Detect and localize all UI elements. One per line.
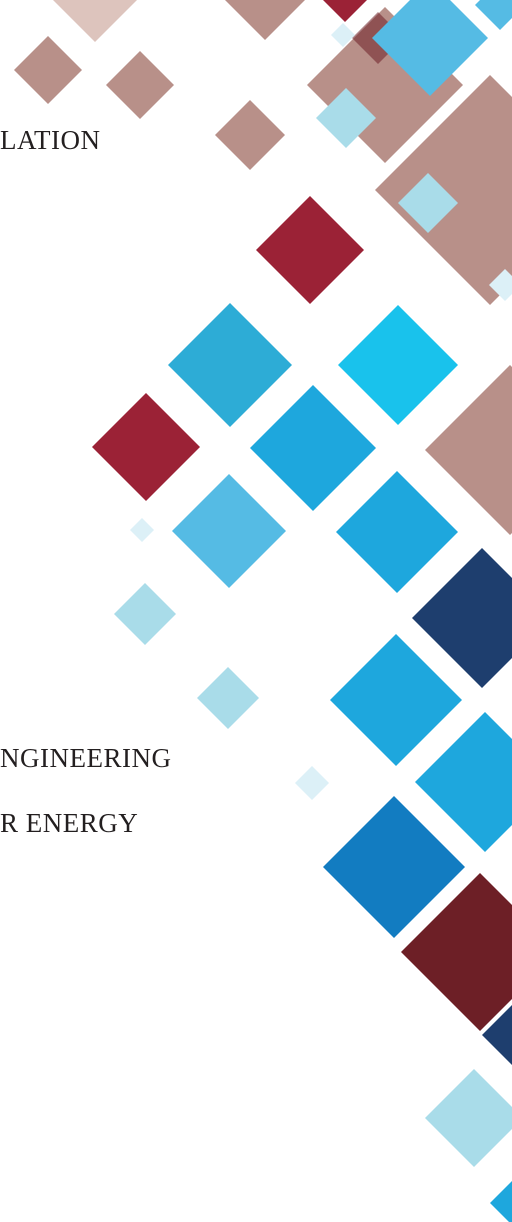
- decorative-diamond-32: [401, 873, 512, 1031]
- decorative-diamond-8: [323, 0, 367, 22]
- decorative-diamond-10: [372, 0, 488, 96]
- decorative-diamond-23: [336, 471, 458, 593]
- decorative-diamond-16: [256, 196, 364, 304]
- decorative-diamond-22: [172, 474, 286, 588]
- decorative-diamond-2: [14, 36, 82, 104]
- decorative-diamond-20: [92, 393, 200, 501]
- cover-subtitle-line-1: NGINEERING: [0, 743, 172, 773]
- decorative-diamond-12: [316, 88, 376, 148]
- decorative-diamond-33: [482, 1005, 512, 1065]
- decorative-diamond-3: [106, 51, 174, 119]
- decorative-diamond-27: [330, 634, 462, 766]
- decorative-diamond-31: [323, 796, 465, 938]
- decorative-diamond-1: [53, 0, 137, 42]
- decorative-diamond-28: [197, 667, 259, 729]
- decorative-diamond-4: [225, 0, 305, 40]
- decorative-diamond-14: [398, 173, 458, 233]
- decorative-diamond-35: [490, 1181, 512, 1222]
- decorative-diamond-34: [425, 1069, 512, 1167]
- decorative-diamond-25: [114, 583, 176, 645]
- decorative-diamond-29: [415, 712, 512, 852]
- cover-title-fragment: LATION: [0, 125, 101, 155]
- decorative-diamond-21: [250, 385, 376, 511]
- cover-subtitle-line-2: R ENERGY: [0, 808, 139, 838]
- decorative-diamond-26: [412, 548, 512, 688]
- decorative-diamond-13: [215, 100, 285, 170]
- decorative-diamond-19: [338, 305, 458, 425]
- decorative-diamond-30: [295, 766, 329, 800]
- decorative-diamond-11: [475, 0, 512, 30]
- decorative-diamond-7: [425, 365, 512, 535]
- decorative-diamond-17: [489, 269, 512, 301]
- decorative-diamond-18: [168, 303, 292, 427]
- decorative-diamond-15: [331, 23, 355, 47]
- decorative-diamond-24: [130, 518, 154, 542]
